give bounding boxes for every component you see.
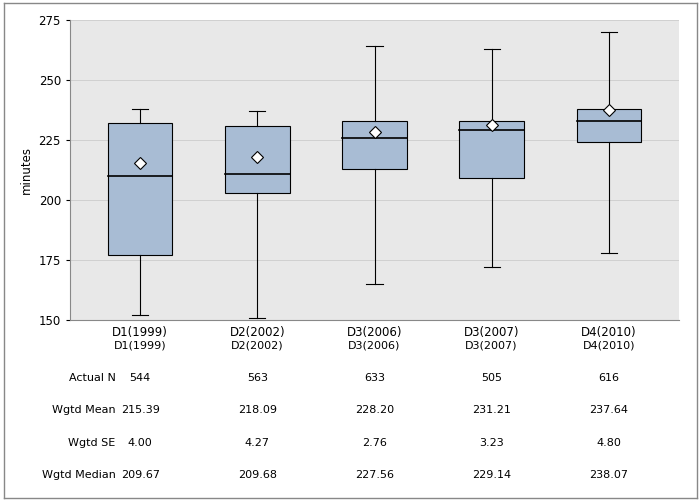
Text: 238.07: 238.07	[589, 470, 628, 480]
Text: D2(2002): D2(2002)	[231, 340, 284, 350]
Text: 218.09: 218.09	[238, 406, 277, 415]
Text: 228.20: 228.20	[355, 406, 394, 415]
Text: 209.67: 209.67	[121, 470, 160, 480]
Text: Wgtd Median: Wgtd Median	[41, 470, 116, 480]
Text: 2.76: 2.76	[362, 438, 387, 448]
Text: 231.21: 231.21	[473, 406, 511, 415]
Text: 215.39: 215.39	[121, 406, 160, 415]
Text: 227.56: 227.56	[355, 470, 394, 480]
Bar	[108, 123, 172, 255]
Text: D3(2007): D3(2007)	[466, 340, 518, 350]
Text: 209.68: 209.68	[238, 470, 277, 480]
Text: 544: 544	[130, 373, 151, 383]
Text: Wgtd Mean: Wgtd Mean	[52, 406, 116, 415]
Text: Wgtd SE: Wgtd SE	[69, 438, 116, 448]
Bar	[225, 126, 290, 193]
Text: 616: 616	[598, 373, 620, 383]
Bar	[342, 121, 407, 169]
Y-axis label: minutes: minutes	[20, 146, 33, 194]
Text: 633: 633	[364, 373, 385, 383]
Text: 563: 563	[247, 373, 268, 383]
Text: 229.14: 229.14	[472, 470, 511, 480]
Text: Actual N: Actual N	[69, 373, 116, 383]
Text: 505: 505	[481, 373, 502, 383]
Text: 4.00: 4.00	[128, 438, 153, 448]
Text: 3.23: 3.23	[480, 438, 504, 448]
Bar	[577, 109, 641, 142]
Text: 4.27: 4.27	[245, 438, 270, 448]
Text: D3(2006): D3(2006)	[349, 340, 400, 350]
Text: 237.64: 237.64	[589, 406, 628, 415]
Text: D4(2010): D4(2010)	[582, 340, 635, 350]
Text: D1(1999): D1(1999)	[114, 340, 167, 350]
Text: 4.80: 4.80	[596, 438, 621, 448]
Bar	[459, 121, 524, 178]
